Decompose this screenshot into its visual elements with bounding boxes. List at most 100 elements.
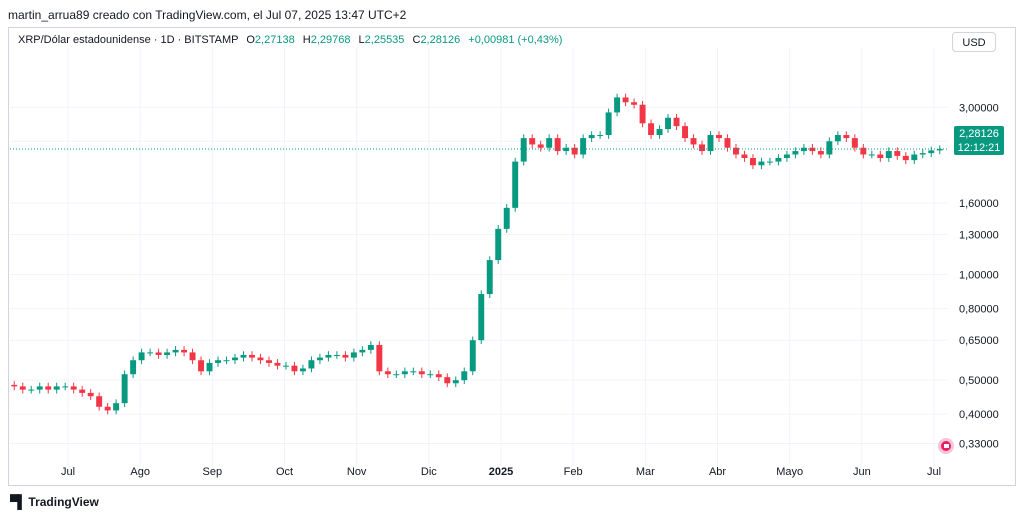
compare-symbol-icon[interactable] bbox=[936, 436, 956, 456]
candle-body bbox=[673, 117, 680, 127]
candle-body bbox=[868, 154, 875, 156]
candle-body bbox=[28, 389, 35, 391]
candle-body bbox=[665, 117, 672, 130]
candle-body bbox=[563, 147, 570, 152]
candle-body bbox=[435, 374, 442, 378]
close-label: C bbox=[412, 34, 421, 46]
chart-panel[interactable] bbox=[8, 27, 1016, 486]
candle-body bbox=[834, 135, 841, 142]
candle-body bbox=[130, 360, 137, 375]
candle-body bbox=[308, 360, 315, 369]
candle-body bbox=[452, 380, 459, 384]
x-tick-label: 2025 bbox=[489, 466, 513, 478]
high-label: H bbox=[302, 34, 311, 46]
candle-body bbox=[614, 97, 621, 113]
candle-body bbox=[45, 386, 52, 390]
change-value: +0,00981 (+0,43%) bbox=[468, 34, 563, 46]
candle-body bbox=[469, 340, 476, 372]
candle-body bbox=[359, 349, 366, 353]
candle-body bbox=[147, 352, 154, 354]
y-tick-label: 3,00000 bbox=[959, 102, 999, 114]
candle-body bbox=[783, 154, 790, 159]
candle-body bbox=[87, 392, 94, 397]
candle-body bbox=[520, 138, 527, 162]
bar-countdown: 12:12:21 bbox=[957, 142, 1001, 154]
candle-body bbox=[800, 147, 807, 152]
close-value: 2,28126 bbox=[420, 34, 461, 46]
symbol-title[interactable]: XRP/Dólar estadounidense · 1D · BITSTAMP bbox=[18, 34, 239, 46]
candle-body bbox=[299, 368, 306, 372]
x-tick-label: Oct bbox=[276, 466, 293, 478]
candle-body bbox=[605, 112, 612, 136]
y-tick-label: 1,60000 bbox=[959, 198, 999, 210]
candle-body bbox=[282, 365, 289, 367]
tradingview-logo-icon: ▀▌ bbox=[10, 494, 26, 509]
candle-body bbox=[206, 362, 213, 372]
candle-body bbox=[36, 386, 43, 390]
candle-body bbox=[478, 294, 485, 341]
candle-body bbox=[843, 135, 850, 139]
x-tick-label: Ago bbox=[130, 466, 150, 478]
candle-body bbox=[266, 360, 272, 363]
candle-body bbox=[461, 371, 468, 381]
candle-body bbox=[198, 360, 205, 372]
x-tick-label: Mayo bbox=[776, 466, 803, 478]
candle-body bbox=[316, 357, 323, 361]
y-tick-label: 0,33000 bbox=[959, 438, 999, 450]
low-label: L bbox=[358, 34, 365, 46]
candle-body bbox=[376, 344, 383, 372]
candle-body bbox=[716, 135, 722, 139]
candle-body bbox=[648, 123, 655, 136]
candle-body bbox=[393, 374, 400, 376]
candle-body bbox=[894, 151, 901, 156]
candle-body bbox=[155, 352, 162, 355]
x-tick-label: Sep bbox=[203, 466, 223, 478]
y-tick-label: 0,40000 bbox=[959, 409, 999, 421]
candle-body bbox=[826, 141, 833, 155]
y-tick-label: 1,30000 bbox=[959, 230, 999, 242]
currency-button[interactable]: USD bbox=[952, 32, 996, 52]
candle-body bbox=[571, 147, 578, 155]
low-value: 2,25535 bbox=[364, 34, 405, 46]
candle-body bbox=[62, 386, 69, 388]
candle-body bbox=[274, 362, 281, 366]
x-tick-label: Jun bbox=[853, 466, 871, 478]
candle-body bbox=[138, 352, 145, 361]
candle-body bbox=[249, 354, 255, 358]
y-tick-label: 0,65000 bbox=[959, 335, 999, 347]
candle-body bbox=[699, 144, 705, 152]
candle-body bbox=[486, 260, 493, 295]
candle-body bbox=[809, 147, 816, 152]
candle-body bbox=[775, 158, 782, 162]
candle-body bbox=[902, 155, 909, 161]
footer-brand[interactable]: ▀▌ TradingView bbox=[10, 494, 99, 509]
y-tick-label: 0,50000 bbox=[959, 375, 999, 387]
candle-body bbox=[495, 228, 502, 261]
x-tick-label: Nov bbox=[347, 466, 367, 478]
candle-body bbox=[749, 158, 756, 166]
candle-body bbox=[240, 354, 247, 358]
y-tick-label: 1,00000 bbox=[959, 270, 999, 282]
candle-body bbox=[291, 365, 298, 372]
candle-body bbox=[911, 154, 918, 161]
candle-body bbox=[53, 386, 60, 390]
candle-body bbox=[96, 396, 103, 407]
candle-body bbox=[546, 138, 553, 148]
candle-body bbox=[70, 386, 77, 390]
candle-body bbox=[529, 138, 536, 145]
chart-credit: martin_arrua89 creado con TradingView.co… bbox=[8, 8, 407, 22]
candle-body bbox=[223, 360, 230, 362]
candle-body bbox=[232, 357, 238, 361]
candle-body bbox=[215, 360, 221, 363]
candle-body bbox=[401, 371, 408, 375]
candle-body bbox=[444, 377, 451, 384]
last-price-value: 2,28126 bbox=[959, 128, 999, 140]
candle-body bbox=[181, 349, 188, 353]
candle-body bbox=[164, 352, 171, 355]
candle-body bbox=[113, 403, 120, 411]
x-tick-label: Abr bbox=[709, 466, 726, 478]
candle-body bbox=[656, 129, 663, 136]
candle-body bbox=[172, 349, 179, 353]
high-value: 2,29768 bbox=[310, 34, 351, 46]
